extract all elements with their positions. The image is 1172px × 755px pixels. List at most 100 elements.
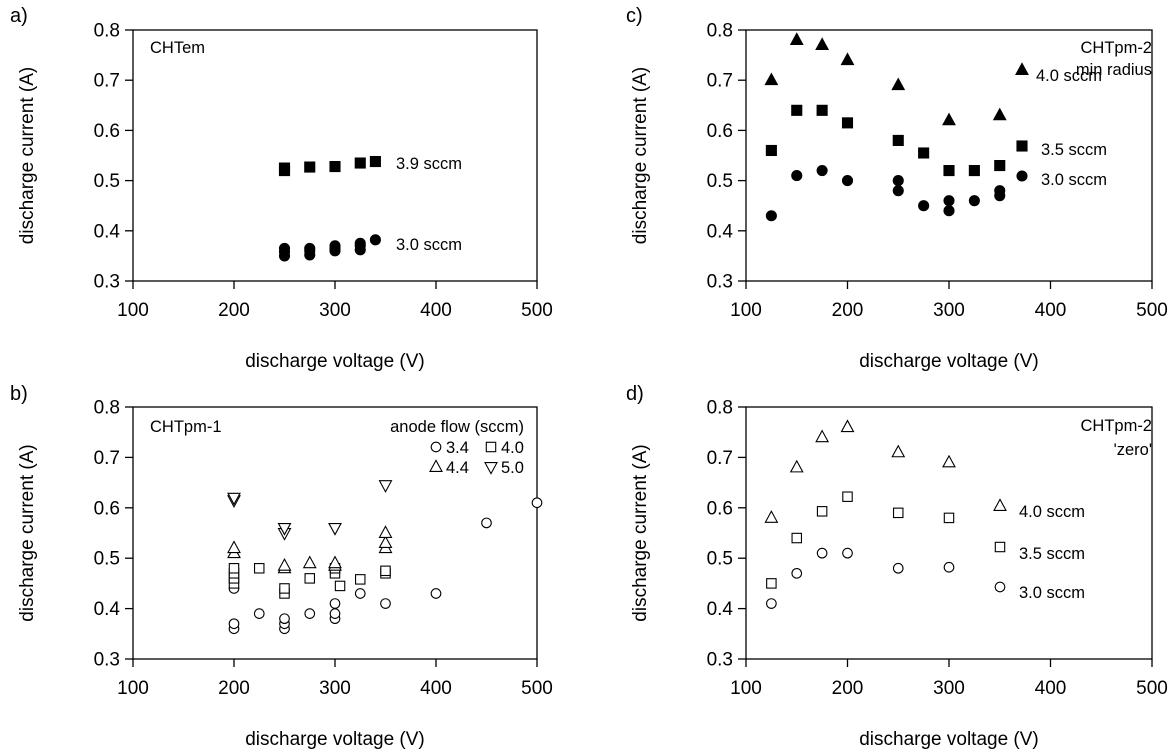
y-tick-label: 0.4 — [94, 221, 121, 242]
series-4-0-sccm — [764, 32, 1007, 126]
x-tick-label: 300 — [319, 678, 351, 699]
y-tick-label: 0.8 — [94, 21, 120, 42]
data-point — [892, 507, 904, 519]
data-point — [892, 562, 904, 574]
data-point — [354, 574, 366, 585]
legend-marker — [993, 498, 1007, 511]
data-point — [765, 210, 777, 222]
inset-title: CHTpm-1 — [150, 418, 222, 436]
legend-label: 4.4 — [446, 459, 469, 477]
data-point — [892, 185, 904, 197]
data-point — [943, 165, 955, 177]
data-point — [992, 107, 1007, 121]
legend-label: 4.0 sccm — [1036, 67, 1102, 85]
data-point — [764, 510, 779, 523]
y-tick-label: 0.3 — [707, 650, 733, 671]
x-tick-label: 300 — [319, 300, 351, 321]
plot-frame — [745, 406, 1153, 660]
x-tick-label: 100 — [117, 678, 149, 699]
data-point — [943, 205, 955, 217]
y-tick-label: 0.3 — [707, 272, 733, 293]
x-tick-label: 200 — [832, 300, 864, 321]
chart-panel-b: b) 0.3 0.4 0.5 0.6 0.7 0.8 100 200 300 400 500 disch… — [10, 383, 553, 750]
inset-title: 'zero' — [1114, 441, 1152, 459]
x-axis-label: discharge voltage (V) — [859, 729, 1039, 750]
data-point — [354, 237, 366, 249]
data-point — [254, 563, 265, 574]
inset-title: min radius — [1076, 61, 1152, 79]
data-point — [329, 608, 341, 619]
legend-label: 3.0 sccm — [1019, 584, 1085, 602]
data-point — [378, 480, 393, 493]
data-point — [892, 175, 904, 187]
y-tick-label: 0.5 — [707, 171, 733, 192]
legend-marker — [430, 441, 442, 453]
data-point — [942, 112, 956, 126]
y-tick-label: 0.5 — [94, 171, 120, 192]
y-tick-label: 0.8 — [94, 398, 120, 419]
panel-letter: d) — [626, 383, 644, 405]
data-point — [766, 578, 777, 589]
series-3-9-sccm — [278, 155, 381, 177]
data-point — [815, 37, 830, 51]
series-label: 3.0 sccm — [396, 236, 462, 254]
y-tick-label: 0.8 — [707, 398, 733, 419]
legend-marker — [994, 581, 1006, 593]
data-point — [380, 598, 391, 609]
panel-letter: a) — [10, 5, 28, 27]
data-point — [228, 563, 240, 574]
data-point — [841, 117, 854, 129]
data-point — [378, 525, 393, 538]
data-point — [791, 567, 803, 579]
data-point — [334, 580, 346, 592]
data-point — [354, 588, 366, 599]
legend-marker — [1016, 140, 1028, 152]
x-tick-label: 500 — [521, 300, 553, 321]
y-tick-label: 0.3 — [94, 272, 120, 293]
y-tick-label: 0.6 — [707, 121, 733, 142]
x-tick-label: 400 — [420, 678, 452, 699]
data-point — [840, 52, 855, 66]
data-point — [481, 517, 492, 529]
series-3-0-sccm — [278, 234, 381, 262]
data-point — [791, 170, 803, 182]
chart-panel-a: a) 0.3 0.4 0.5 0.6 0.7 0.8 100 200 300 400 500 disch… — [10, 5, 553, 372]
y-tick-label: 0.7 — [707, 71, 733, 92]
legend-label: 3.0 sccm — [1041, 171, 1107, 189]
legend-marker — [1015, 62, 1029, 75]
x-tick-label: 200 — [832, 678, 864, 699]
data-point — [228, 618, 240, 630]
data-point — [304, 161, 316, 173]
data-point — [918, 147, 930, 159]
data-point — [227, 492, 241, 506]
data-point — [227, 540, 241, 554]
data-point — [304, 608, 316, 619]
data-point — [968, 195, 980, 207]
data-point — [840, 419, 855, 433]
legend-title: anode flow (sccm) — [390, 418, 524, 436]
data-point — [816, 104, 828, 116]
data-point — [531, 497, 543, 509]
y-axis-label: discharge current (A) — [630, 444, 651, 621]
data-point — [968, 165, 980, 177]
y-tick-label: 0.5 — [707, 549, 733, 570]
data-point — [354, 157, 366, 169]
y-tick-label: 0.7 — [94, 448, 120, 469]
legend-label: 3.4 — [446, 439, 469, 457]
legend-marker — [429, 459, 443, 472]
x-tick-label: 300 — [933, 678, 965, 699]
legend-label: 3.5 sccm — [1019, 545, 1085, 563]
series-4-4 — [227, 525, 393, 574]
legend-label: 5.0 — [501, 459, 524, 477]
x-tick-label: 400 — [1035, 300, 1067, 321]
inset-title: CHTpm-2 — [1080, 39, 1152, 57]
series-label: 3.9 sccm — [396, 155, 462, 173]
y-tick-label: 0.4 — [94, 599, 121, 620]
legend-label: 3.5 sccm — [1041, 141, 1107, 159]
data-point — [816, 547, 828, 559]
data-point — [815, 429, 830, 443]
y-tick-label: 0.4 — [707, 599, 734, 620]
data-point — [328, 523, 342, 536]
legend-label: 4.0 — [501, 439, 524, 457]
data-point — [816, 165, 828, 177]
